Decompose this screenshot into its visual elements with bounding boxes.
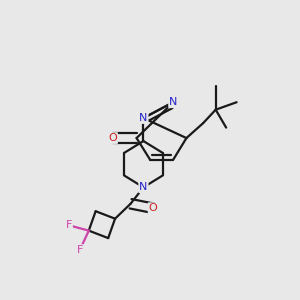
Text: N: N <box>169 97 178 107</box>
Text: N: N <box>139 182 148 192</box>
Text: O: O <box>108 133 117 143</box>
Text: O: O <box>148 203 158 213</box>
Text: F: F <box>66 220 72 230</box>
Text: N: N <box>139 113 148 123</box>
Text: F: F <box>76 245 83 255</box>
